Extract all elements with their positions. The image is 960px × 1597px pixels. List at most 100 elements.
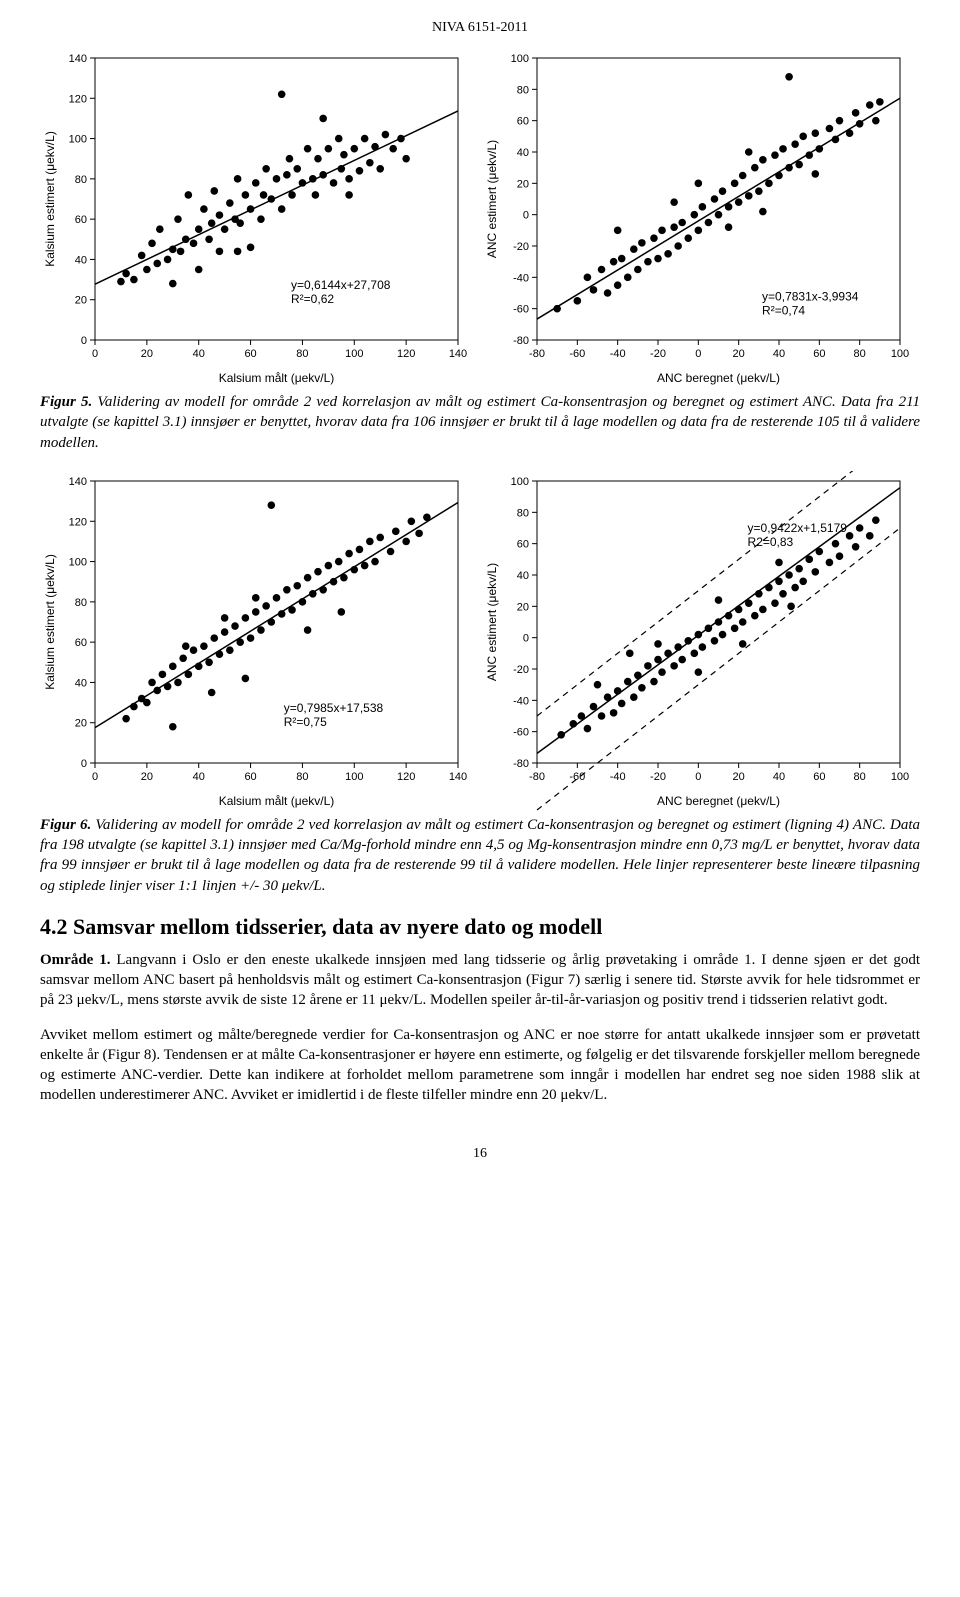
svg-text:-60: -60 (569, 771, 585, 783)
svg-text:80: 80 (75, 174, 87, 186)
svg-text:100: 100 (891, 771, 909, 783)
svg-text:80: 80 (517, 84, 529, 96)
svg-text:40: 40 (773, 348, 785, 360)
fig5-left-chart: 020406080100120140020406080100120140Kals… (40, 48, 470, 388)
svg-text:R²=0,75: R²=0,75 (284, 715, 327, 729)
figure-6-row: 0 20 40 60 80 100 120 140 0 20 40 60 80 100 120 140 Kals… (40, 471, 920, 811)
svg-text:20: 20 (517, 178, 529, 190)
svg-text:-40: -40 (610, 348, 626, 360)
section-heading: 4.2 Samsvar mellom tidsserier, data av n… (40, 914, 920, 940)
svg-text:20: 20 (517, 601, 529, 613)
svg-text:120: 120 (397, 348, 415, 360)
svg-text:0: 0 (523, 632, 529, 644)
svg-text:60: 60 (75, 214, 87, 226)
svg-text:80: 80 (296, 771, 308, 783)
svg-text:0: 0 (92, 348, 98, 360)
svg-text:Kalsium målt (μekv/L): Kalsium målt (μekv/L) (219, 794, 335, 808)
svg-text:120: 120 (69, 93, 87, 105)
fig5-right-chart: -80 -60 -40 -20 0 20 40 60 80 100 -80 -60 -40 -20 0 20 4… (482, 48, 912, 388)
fig5-label: Figur 5. (40, 394, 92, 410)
fig6-caption: Figur 6. Validering av modell for område… (40, 815, 920, 896)
svg-text:40: 40 (773, 771, 785, 783)
svg-text:140: 140 (69, 476, 87, 488)
svg-text:Kalsium målt (μekv/L): Kalsium målt (μekv/L) (219, 371, 335, 385)
svg-text:-20: -20 (513, 241, 529, 253)
svg-text:y=0,9422x+1,5179: y=0,9422x+1,5179 (748, 521, 848, 535)
svg-text:100: 100 (511, 476, 529, 488)
svg-text:40: 40 (193, 348, 205, 360)
para1-bold: Område 1. (40, 952, 110, 968)
svg-text:140: 140 (449, 771, 467, 783)
svg-text:-80: -80 (529, 348, 545, 360)
svg-text:0: 0 (695, 771, 701, 783)
svg-text:Kalsium estimert (μekv/L): Kalsium estimert (μekv/L) (43, 554, 57, 690)
svg-text:80: 80 (75, 597, 87, 609)
svg-text:-60: -60 (513, 726, 529, 738)
fig5-caption: Figur 5. Validering av modell for område… (40, 392, 920, 453)
svg-text:120: 120 (397, 771, 415, 783)
svg-text:ANC estimert (μekv/L): ANC estimert (μekv/L) (485, 563, 499, 681)
figure-5-row: 020406080100120140020406080100120140Kals… (40, 48, 920, 388)
svg-text:40: 40 (75, 677, 87, 689)
svg-text:40: 40 (517, 570, 529, 582)
svg-text:20: 20 (141, 348, 153, 360)
svg-text:-40: -40 (513, 695, 529, 707)
svg-text:20: 20 (141, 771, 153, 783)
svg-text:40: 40 (75, 254, 87, 266)
svg-text:R²=0,74: R²=0,74 (762, 304, 805, 318)
svg-text:0: 0 (92, 771, 98, 783)
svg-text:R2=0,83: R2=0,83 (748, 535, 794, 549)
svg-text:-20: -20 (650, 771, 666, 783)
fig6-left-chart: 0 20 40 60 80 100 120 140 0 20 40 60 80 100 120 140 Kals… (40, 471, 470, 811)
svg-text:-80: -80 (529, 771, 545, 783)
svg-text:80: 80 (854, 348, 866, 360)
svg-text:80: 80 (517, 507, 529, 519)
svg-text:-40: -40 (513, 272, 529, 284)
svg-text:-80: -80 (513, 335, 529, 347)
fig6-caption-text: Validering av modell for område 2 ved ko… (40, 817, 920, 894)
svg-text:120: 120 (69, 516, 87, 528)
svg-text:100: 100 (511, 53, 529, 65)
svg-text:20: 20 (733, 348, 745, 360)
paragraph-2: Avviket mellom estimert og målte/beregne… (40, 1025, 920, 1106)
svg-text:ANC beregnet (μekv/L): ANC beregnet (μekv/L) (657, 371, 780, 385)
svg-text:-80: -80 (513, 758, 529, 770)
svg-text:40: 40 (517, 147, 529, 159)
fig6-right-chart: -80-60-40-20020406080100-80-60-40-200204… (482, 471, 912, 811)
svg-text:y=0,7831x-3,9934: y=0,7831x-3,9934 (762, 290, 859, 304)
svg-text:40: 40 (193, 771, 205, 783)
svg-text:60: 60 (517, 538, 529, 550)
svg-text:80: 80 (296, 348, 308, 360)
svg-text:80: 80 (854, 771, 866, 783)
svg-text:R²=0,62: R²=0,62 (291, 292, 334, 306)
svg-text:ANC beregnet (μekv/L): ANC beregnet (μekv/L) (657, 794, 780, 808)
svg-text:0: 0 (81, 758, 87, 770)
page-number: 16 (40, 1146, 920, 1162)
svg-text:Kalsium estimert (μekv/L): Kalsium estimert (μekv/L) (43, 131, 57, 267)
svg-text:20: 20 (75, 717, 87, 729)
svg-text:-20: -20 (650, 348, 666, 360)
svg-text:-60: -60 (513, 304, 529, 316)
svg-text:60: 60 (244, 771, 256, 783)
svg-text:0: 0 (695, 348, 701, 360)
svg-text:0: 0 (81, 335, 87, 347)
svg-text:100: 100 (69, 556, 87, 568)
svg-text:100: 100 (345, 771, 363, 783)
paragraph-1: Område 1. Langvann i Oslo er den eneste … (40, 950, 920, 1011)
svg-text:60: 60 (75, 637, 87, 649)
svg-text:140: 140 (69, 53, 87, 65)
svg-text:60: 60 (244, 348, 256, 360)
svg-text:-60: -60 (569, 348, 585, 360)
svg-text:y=0,6144x+27,708: y=0,6144x+27,708 (291, 278, 391, 292)
svg-text:ANC estimert (μekv/L): ANC estimert (μekv/L) (485, 140, 499, 258)
svg-text:20: 20 (733, 771, 745, 783)
svg-text:60: 60 (517, 116, 529, 128)
svg-text:y=0,7985x+17,538: y=0,7985x+17,538 (284, 701, 384, 715)
svg-text:100: 100 (69, 134, 87, 146)
svg-text:100: 100 (345, 348, 363, 360)
svg-text:20: 20 (75, 295, 87, 307)
svg-text:0: 0 (523, 210, 529, 222)
doc-header: NIVA 6151-2011 (40, 20, 920, 36)
svg-text:60: 60 (813, 771, 825, 783)
svg-text:-40: -40 (610, 771, 626, 783)
